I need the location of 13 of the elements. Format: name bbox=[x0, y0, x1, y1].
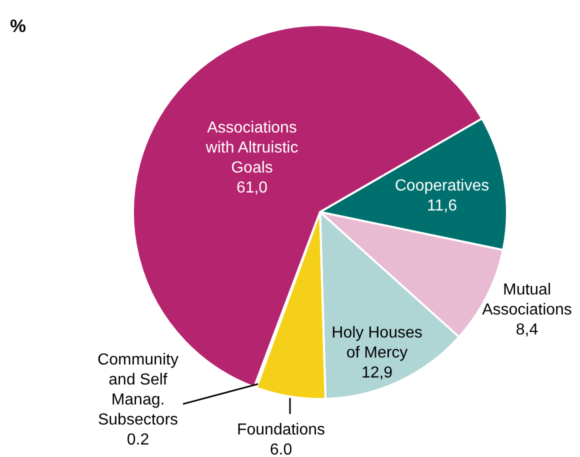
slice-label: Community and Self Manag. Subsectors bbox=[98, 351, 178, 428]
data-label: 11,6 bbox=[427, 197, 458, 214]
slice-label: Holy Houses of Mercy bbox=[332, 324, 422, 362]
slice-label: Associations with Altruistic Goals bbox=[204, 119, 298, 176]
slice-label: Foundations bbox=[236, 421, 326, 438]
chart-title: % bbox=[10, 16, 26, 36]
data-label: 12,9 bbox=[361, 364, 393, 382]
data-label: 61,0 bbox=[236, 179, 268, 196]
data-label: 8,4 bbox=[516, 321, 538, 338]
data-label: 0.2 bbox=[126, 431, 150, 448]
data-label: 6.0 bbox=[270, 441, 292, 457]
slice-label: Mutual Associations bbox=[482, 281, 572, 318]
slice-label: Cooperatives bbox=[394, 177, 490, 194]
